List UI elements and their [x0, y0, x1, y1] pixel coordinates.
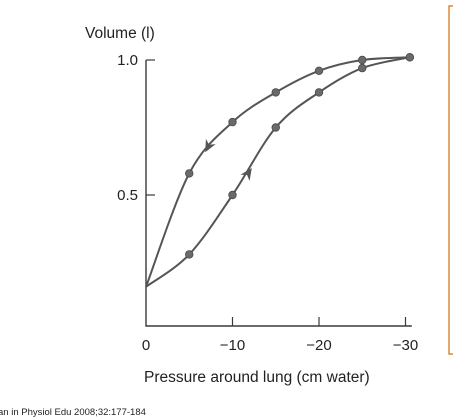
x-tick-label: −30	[393, 337, 418, 354]
y-tick-label: 0.5	[117, 187, 138, 204]
y-axis-title: Volume (l)	[85, 25, 155, 42]
lower-data-point	[314, 88, 324, 97]
direction-arrows	[205, 139, 252, 181]
data-points	[185, 53, 415, 259]
citation-text: an in Physiol Edu 2008;32:177-184	[0, 407, 146, 418]
lower-data-point	[228, 190, 237, 200]
lower-data-point	[405, 53, 415, 62]
x-tick-label: −10	[220, 337, 245, 354]
lower-data-point	[185, 250, 194, 259]
lower-direction-arrow	[240, 167, 252, 181]
upper-direction-arrow	[205, 139, 216, 153]
y-tick-label: 1.0	[117, 52, 138, 69]
x-tick-label: 0	[142, 337, 150, 354]
upper-data-point	[358, 55, 367, 65]
x-tick-label: −20	[306, 337, 331, 354]
upper-data-point	[228, 117, 237, 127]
lower-data-point	[271, 123, 280, 132]
upper-data-point	[271, 88, 280, 97]
lower-data-point	[358, 63, 367, 73]
upper-data-point	[185, 169, 194, 178]
upper-data-point	[314, 66, 324, 75]
axis-lines	[145, 60, 412, 327]
side-panel-border	[448, 5, 453, 355]
axes: 1.0 0.5 0 −10 −20 −30	[117, 52, 418, 354]
x-axis-title: Pressure around lung (cm water)	[144, 369, 370, 386]
